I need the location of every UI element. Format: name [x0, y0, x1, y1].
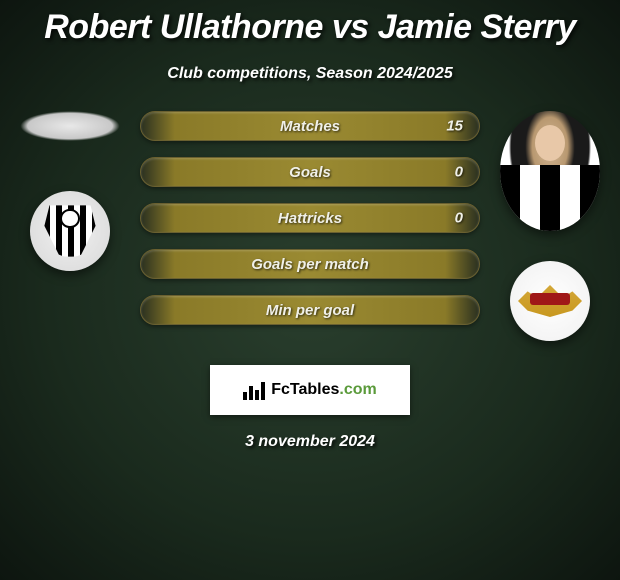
stat-value-right: 0 [455, 164, 463, 181]
club-logo-doncaster [510, 261, 590, 341]
stat-label: Min per goal [266, 302, 354, 319]
player1-name: Robert Ullathorne [44, 8, 323, 46]
player2-name: Jamie Sterry [378, 8, 576, 46]
left-column [10, 111, 130, 271]
watermark-text: FcTables.com [271, 381, 377, 399]
stat-value-right: 0 [455, 210, 463, 227]
stat-bar-matches: Matches 15 [140, 111, 480, 141]
watermark: FcTables.com [210, 365, 410, 415]
bar-chart-icon [243, 380, 265, 400]
stat-label: Goals [289, 164, 331, 181]
stat-label: Goals per match [251, 256, 369, 273]
vs-text: vs [332, 8, 369, 46]
watermark-tld: .com [339, 381, 376, 398]
stat-label: Hattricks [278, 210, 342, 227]
middle-row: Matches 15 Goals 0 Hattricks 0 Goals per… [0, 111, 620, 341]
stat-bar-gpm: Goals per match [140, 249, 480, 279]
subtitle: Club competitions, Season 2024/2025 [167, 65, 452, 83]
player1-image [20, 111, 120, 141]
stat-label: Matches [280, 118, 340, 135]
date-text: 3 november 2024 [245, 433, 375, 451]
right-column [490, 111, 610, 341]
watermark-brand: FcTables [271, 381, 339, 398]
stat-bar-mpg: Min per goal [140, 295, 480, 325]
player2-image [500, 111, 600, 231]
page-title: Robert Ullathorne vs Jamie Sterry [44, 8, 576, 47]
stat-bar-goals: Goals 0 [140, 157, 480, 187]
stats-column: Matches 15 Goals 0 Hattricks 0 Goals per… [130, 111, 490, 325]
comparison-card: Robert Ullathorne vs Jamie Sterry Club c… [0, 0, 620, 580]
stat-bar-hattricks: Hattricks 0 [140, 203, 480, 233]
stat-value-right: 15 [446, 118, 463, 135]
club-logo-notts-county [30, 191, 110, 271]
